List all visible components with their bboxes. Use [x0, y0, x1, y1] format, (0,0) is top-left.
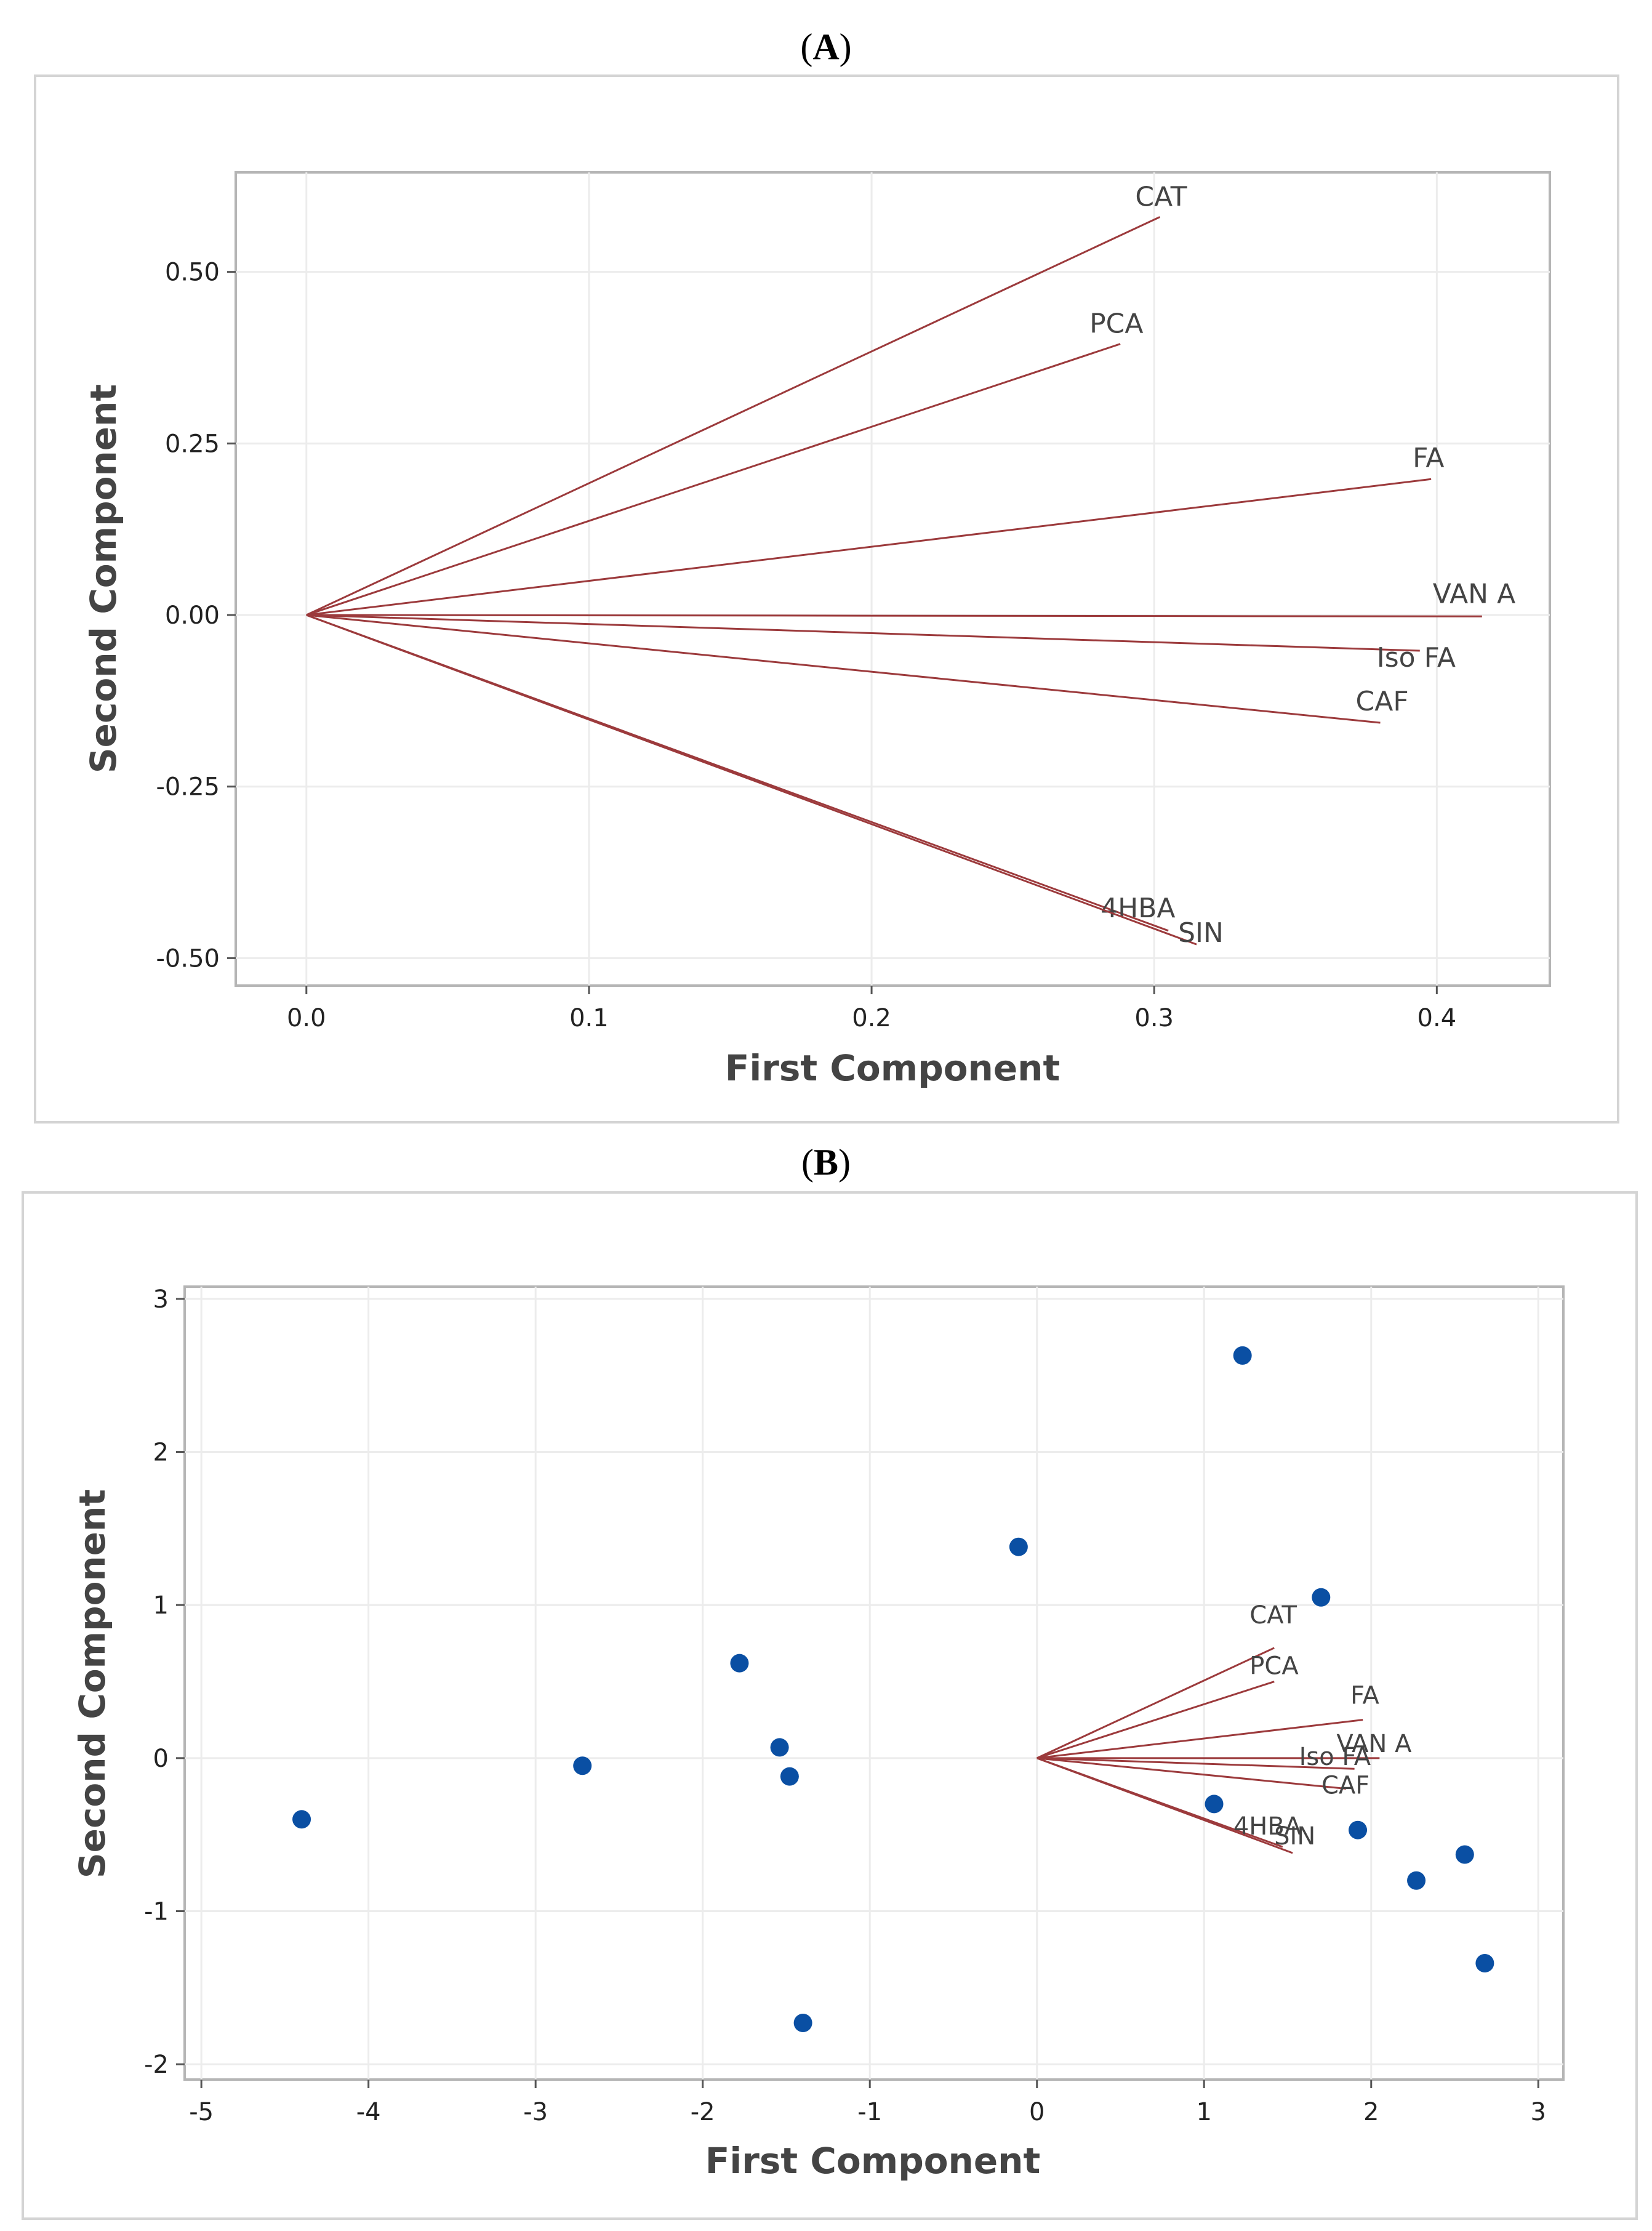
panel-b-score-point: [780, 1767, 799, 1786]
panel-b-y-tick-label: 3: [153, 1285, 169, 1314]
panel-b-label: (B): [801, 1142, 851, 1183]
panel-b-vector-pca: [1037, 1681, 1275, 1759]
panel-b-y-tick-label: -1: [144, 1897, 169, 1926]
panel-a-vector-cat: [306, 216, 1161, 616]
panel-b-score-point: [1233, 1346, 1252, 1365]
panel-a-x-axis-label: First Component: [725, 1047, 1060, 1089]
panel-b-score-point: [1455, 1845, 1474, 1864]
panel-b-x-tick-label: 3: [1531, 2098, 1546, 2126]
panel-a-vector-label-4hba: 4HBA: [1101, 893, 1175, 924]
panel-a-vector-label-sin: SIN: [1178, 917, 1224, 949]
panel-b-score-point: [1475, 1954, 1494, 1973]
panel-a-x-tick-label: 0.3: [1134, 1004, 1174, 1032]
panel-b-vector-fa: [1037, 1719, 1363, 1759]
panel-a-vector-label-cat: CAT: [1135, 181, 1187, 212]
panel-a-plot-area: [235, 171, 1551, 987]
panel-b-x-tick-label: -3: [523, 2098, 548, 2126]
panel-b-vector-label-pca: PCA: [1249, 1652, 1299, 1681]
panel-a-vector-caf: [306, 614, 1381, 724]
panel-b-vector-cat: [1037, 1647, 1275, 1759]
panel-b-score-point: [1407, 1871, 1426, 1890]
panel-a-x-tick-label: 0.0: [287, 1004, 326, 1032]
panel-b-x-tick-label: 1: [1197, 2098, 1212, 2126]
panel-b-x-tick-label: -4: [356, 2098, 381, 2126]
panel-a-vector-label-van-a: VAN A: [1433, 578, 1515, 609]
panel-b-vector-label-iso-fa: Iso FA: [1299, 1743, 1371, 1771]
panel-b-x-tick-label: -5: [189, 2098, 214, 2126]
panel-b-x-tick-label: 0: [1029, 2098, 1045, 2126]
panel-b-plot-area: [183, 1285, 1565, 2081]
panel-a-y-axis-label: Second Component: [82, 384, 124, 773]
panel-a-vector-label-pca: PCA: [1089, 308, 1143, 340]
panel-a-vector-label-caf: CAF: [1356, 686, 1409, 717]
panel-a-y-tick-label: 0.00: [165, 601, 220, 630]
panel-b-score-point: [793, 2014, 812, 2032]
panel-a-vector-iso-fa: [306, 614, 1420, 652]
panel-a-letter: A: [812, 26, 839, 67]
panel-a-y-tick-label: 0.50: [165, 259, 220, 287]
panel-b-y-tick-label: 0: [153, 1745, 169, 1773]
panel-a-x-tick-label: 0.1: [569, 1004, 609, 1032]
panel-a-vector-van-a: [306, 614, 1482, 617]
panel-b-y-tick-label: -2: [144, 2051, 169, 2079]
panel-b-score-point: [770, 1738, 789, 1757]
panel-a-vector-sin: [306, 614, 1197, 946]
panel-b-score-point: [1009, 1537, 1028, 1556]
panel-a-label: (A): [800, 26, 851, 67]
panel-b-vector-caf: [1037, 1757, 1347, 1790]
panel-b-vector-iso-fa: [1037, 1757, 1355, 1770]
panel-b-vector-sin: [1037, 1757, 1293, 1854]
panel-b-vector-label-cat: CAT: [1249, 1601, 1297, 1630]
panel-b-y-tick-label: 2: [153, 1439, 169, 1467]
panel-b-vector-label-sin: SIN: [1274, 1822, 1315, 1851]
panel-b-x-tick-label: -1: [857, 2098, 882, 2126]
panel-b-vector-label-caf: CAF: [1321, 1772, 1369, 1800]
panel-b-x-tick-label: -2: [691, 2098, 715, 2126]
panel-b-x-axis-label: First Component: [705, 2140, 1040, 2182]
panel-a-y-tick-label: 0.25: [165, 430, 220, 458]
panel-a-y-tick-label: -0.50: [156, 944, 220, 973]
panel-a-x-tick-label: 0.4: [1417, 1004, 1457, 1032]
panel-b-score-point: [1205, 1795, 1224, 1814]
panel-b-score-point: [1312, 1588, 1331, 1607]
panel-a-vector-fa: [306, 478, 1432, 616]
panel-b-letter: B: [814, 1142, 838, 1183]
panel-b-y-axis-label: Second Component: [71, 1489, 113, 1878]
panel-b-y-tick-label: 1: [153, 1591, 169, 1620]
panel-a-x-tick-label: 0.2: [852, 1004, 891, 1032]
panel-b-score-point: [730, 1654, 749, 1673]
panel-a-vector-pca: [306, 343, 1121, 616]
panel-b-x-tick-label: 2: [1363, 2098, 1379, 2126]
panel-b-score-point: [573, 1756, 592, 1775]
panel-a-chart: 0.0 0.1 0.2 0.3 0.4 0.50 0.25 0.00 -0.25 -0.50 CAT…: [156, 171, 1551, 1032]
panel-a-y-tick-label: -0.25: [156, 773, 220, 802]
panel-b-score-point: [292, 1810, 311, 1829]
panel-b-score-point: [1349, 1820, 1368, 1839]
panel-a-vector-label-fa: FA: [1413, 442, 1444, 473]
panel-b-vector-label-fa: FA: [1350, 1682, 1379, 1710]
panel-a-vector-label-iso-fa: Iso FA: [1377, 642, 1456, 673]
panel-b-vector-label-van-a: VAN A: [1336, 1730, 1412, 1758]
